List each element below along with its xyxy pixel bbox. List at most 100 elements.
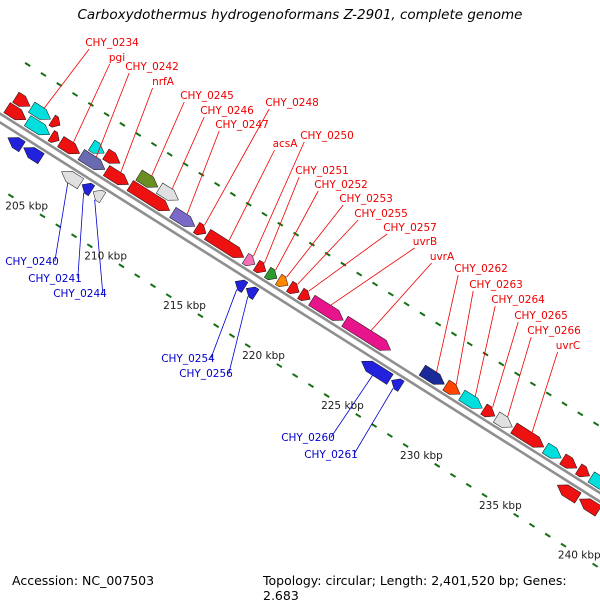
- gene-arrow-CHY_0261[interactable]: [388, 375, 405, 392]
- gene-label[interactable]: acsA: [273, 138, 299, 150]
- gene-arrow[interactable]: [554, 480, 582, 504]
- gene-label[interactable]: CHY_0264: [491, 294, 545, 306]
- gene-label[interactable]: uvrA: [430, 251, 455, 263]
- gene-label[interactable]: CHY_0251: [295, 165, 349, 177]
- gene-label[interactable]: CHY_0260: [281, 432, 335, 444]
- label-leader-line: [308, 233, 388, 292]
- gene-label[interactable]: CHY_0262: [454, 263, 508, 275]
- ruler-tick: [498, 361, 505, 367]
- ruler-tick: [39, 213, 46, 219]
- ruler-tick: [103, 111, 110, 117]
- gene-arrow-CHY_0256[interactable]: [243, 283, 260, 300]
- gene-arrow-CHY_0257[interactable]: [297, 287, 313, 304]
- gene-arrow-CHY_0247[interactable]: [169, 207, 199, 231]
- gene-arrow-CHY_0254[interactable]: [232, 276, 249, 293]
- gene-arrow[interactable]: [48, 114, 63, 130]
- gene-label[interactable]: uvrB: [413, 236, 437, 248]
- label-leader-line: [73, 63, 111, 143]
- gene-arrow-nrfA[interactable]: [102, 165, 132, 189]
- gene-arrow-CHY_0263[interactable]: [442, 379, 464, 399]
- ruler-tick: [165, 293, 172, 299]
- gene-label[interactable]: CHY_0253: [339, 193, 393, 205]
- gene-arrow[interactable]: [23, 115, 53, 140]
- gene-arrow-CHY_0252[interactable]: [263, 266, 280, 283]
- gene-label[interactable]: CHY_0250: [300, 130, 354, 142]
- ruler-tick: [370, 423, 378, 428]
- ruler-tick: [419, 311, 426, 317]
- gene-arrow-uvrA[interactable]: [341, 315, 394, 355]
- gene-arrow-CHY_0240[interactable]: [58, 167, 85, 190]
- gene-label[interactable]: nrfA: [152, 76, 175, 88]
- gene-arrow-CHY_0241[interactable]: [79, 180, 96, 197]
- gene-arrow[interactable]: [20, 143, 45, 165]
- genome-track-group: [0, 62, 600, 572]
- gene-label[interactable]: CHY_0247: [215, 119, 269, 131]
- ruler-tick: [7, 193, 14, 199]
- ruler-label: 225 kbp: [321, 400, 364, 412]
- gene-arrow[interactable]: [587, 471, 600, 494]
- track-line-inner: [0, 87, 600, 572]
- ruler-tick: [213, 323, 220, 329]
- gene-arrow-CHY_0251[interactable]: [252, 259, 269, 276]
- gene-label[interactable]: CHY_0261: [304, 449, 358, 461]
- gene-label[interactable]: CHY_0234: [85, 37, 139, 49]
- gene-arrow-CHY_0242[interactable]: [77, 149, 108, 174]
- gene-label[interactable]: CHY_0252: [314, 179, 368, 191]
- gene-arrow[interactable]: [3, 102, 29, 125]
- gene-label[interactable]: CHY_0242: [125, 61, 179, 73]
- gene-arrow[interactable]: [5, 133, 26, 153]
- gene-label[interactable]: CHY_0265: [514, 310, 568, 322]
- gene-arrow-acsA[interactable]: [203, 228, 247, 262]
- gene-arrow-CHY_0253[interactable]: [275, 273, 291, 290]
- gene-arrow-CHY_0250[interactable]: [241, 252, 258, 269]
- gene-arrow-CHY_0262[interactable]: [418, 364, 448, 389]
- label-leader-line: [297, 219, 359, 285]
- gene-label[interactable]: CHY_0266: [527, 325, 581, 337]
- ruler-tick: [214, 181, 221, 187]
- ruler-tick: [56, 82, 63, 87]
- ruler-tick: [529, 381, 536, 387]
- gene-label[interactable]: CHY_0257: [383, 222, 437, 234]
- ruler-label: 235 kbp: [479, 500, 522, 512]
- gene-arrow-CHY_0255[interactable]: [286, 280, 302, 297]
- gene-arrow-CHY_0265[interactable]: [480, 403, 498, 421]
- ruler-tick: [592, 562, 599, 568]
- label-leader-line: [95, 72, 130, 158]
- gene-arrow[interactable]: [88, 139, 107, 158]
- gene-arrow-CHY_0248[interactable]: [192, 222, 209, 238]
- gene-label[interactable]: CHY_0263: [469, 279, 523, 291]
- label-leader-line: [228, 149, 275, 241]
- gene-label[interactable]: CHY_0241: [28, 273, 82, 285]
- gene-arrow[interactable]: [576, 494, 600, 517]
- gene-arrow[interactable]: [12, 91, 34, 111]
- gene-arrow-CHY_0260[interactable]: [358, 356, 394, 385]
- gene-arrow[interactable]: [559, 453, 581, 473]
- gene-label[interactable]: CHY_0244: [53, 288, 107, 300]
- gene-label[interactable]: CHY_0256: [179, 368, 233, 380]
- gene-arrow[interactable]: [102, 148, 124, 168]
- gene-arrow[interactable]: [575, 463, 592, 481]
- gene-arrow-CHY_0264[interactable]: [458, 389, 486, 413]
- gene-arrow-CHY_0266[interactable]: [492, 411, 515, 432]
- gene-arrow[interactable]: [47, 130, 62, 146]
- gene-label[interactable]: uvrC: [556, 340, 581, 352]
- gene-label[interactable]: CHY_0248: [265, 97, 319, 109]
- gene-arrow-uvrC[interactable]: [510, 422, 547, 452]
- gene-label[interactable]: CHY_0245: [180, 90, 234, 102]
- ruler-label: 230 kbp: [400, 450, 443, 462]
- gene-arrow-CHY_0244[interactable]: [90, 187, 107, 204]
- label-leader-line: [370, 262, 432, 331]
- gene-label[interactable]: pgi: [109, 52, 125, 64]
- gene-arrow-CHY_0234[interactable]: [28, 101, 53, 124]
- gene-arrow-pgi[interactable]: [57, 136, 82, 159]
- label-leader-line: [455, 290, 474, 385]
- ruler-tick: [449, 472, 457, 478]
- gene-label[interactable]: CHY_0254: [161, 353, 215, 365]
- gene-arrow-uvrB[interactable]: [308, 294, 347, 325]
- gene-label[interactable]: CHY_0246: [200, 105, 254, 117]
- gene-arrow[interactable]: [541, 442, 564, 463]
- gene-label[interactable]: CHY_0240: [5, 256, 59, 268]
- ruler-tick: [482, 351, 489, 357]
- gene-arrow[interactable]: [126, 180, 173, 215]
- gene-label[interactable]: CHY_0255: [354, 208, 408, 220]
